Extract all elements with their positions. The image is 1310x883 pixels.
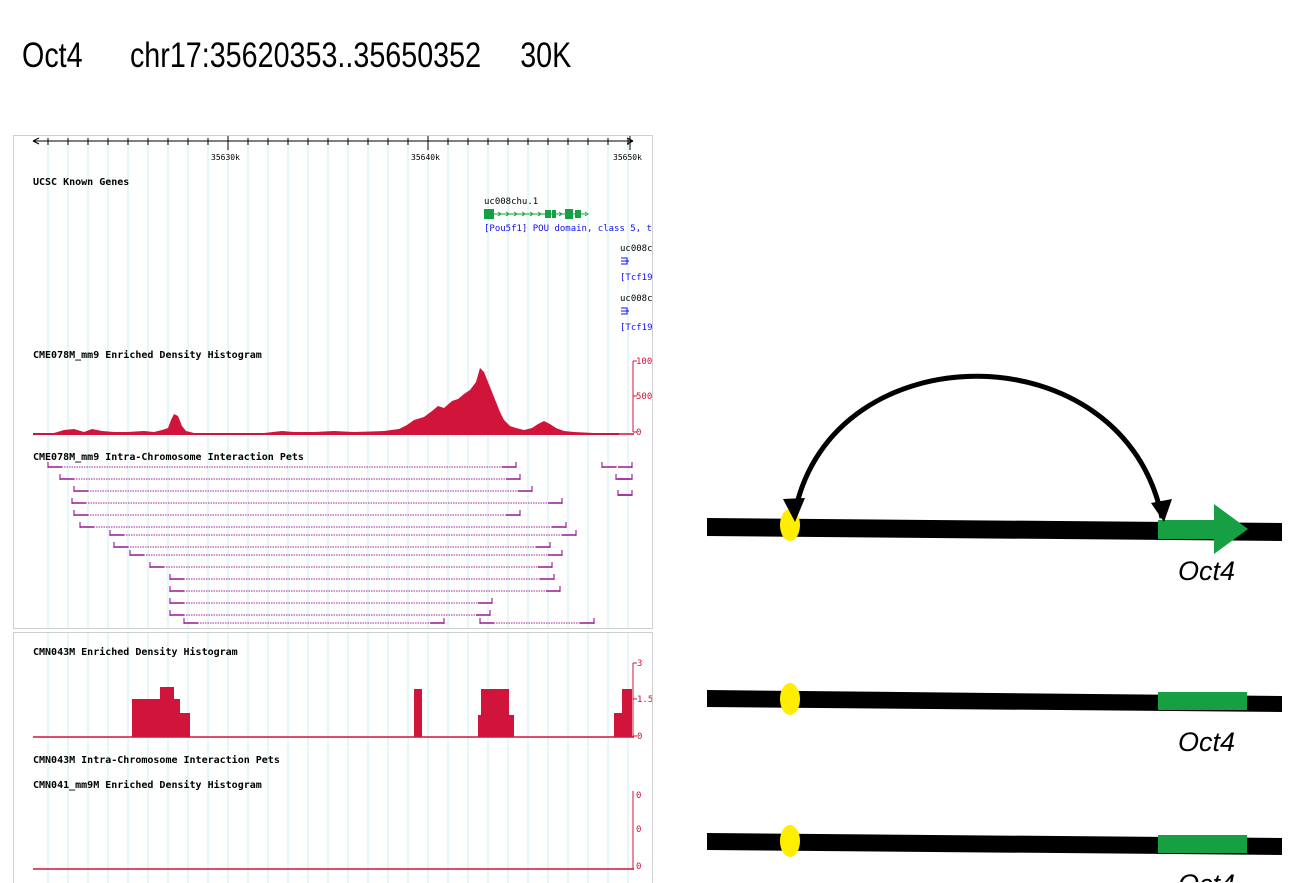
cmn043m-density-histogram: 3 1.5 0 <box>33 659 652 742</box>
oct4-gene-arrow-body <box>1158 520 1216 539</box>
cmn043m-scale-mid: 1.5 <box>637 695 652 705</box>
browser-top-svg: 35630k 35640k 35650k UCSC Known Genes uc… <box>32 136 652 628</box>
cmn041-density-histogram: 0 0 0 <box>33 791 641 872</box>
gene-desc-pou5f1: [Pou5f1] POU domain, class 5, transcr <box>484 224 652 234</box>
schematic-row-loop: Oct4 <box>707 373 1282 586</box>
chromatin-line-2 <box>707 690 1282 712</box>
track-label-cme078m-histogram: CME078M_mm9 Enriched Density Histogram <box>33 349 262 361</box>
vertical-gridlines <box>47 633 629 883</box>
title-coordinates: chr17:35620353..35650352 <box>129 36 482 75</box>
genome-browser-top-panel: 35630k 35640k 35650k UCSC Known Genes uc… <box>13 135 653 629</box>
position-ruler: 35630k 35640k 35650k <box>32 136 642 162</box>
chromatin-line-3 <box>707 833 1282 855</box>
gene-name-tcf19-a: uc008ch <box>620 244 652 254</box>
gene-model-tcf19-b[interactable]: uc008ch [Tcf19] <box>620 294 652 333</box>
oct4-label-3: Oct4 <box>1178 869 1235 882</box>
cmn043m-scale-max: 3 <box>637 659 642 669</box>
cme078m-scale-max: 1000 <box>636 357 652 367</box>
cme078m-scale-mid: 500 <box>636 392 652 402</box>
ruler-tick-35640k: 35640k <box>411 153 440 162</box>
cmn041-scale-zero: 0 <box>636 862 641 872</box>
browser-bottom-svg: CMN043M Enriched Density Histogram 3 1.5… <box>33 633 652 883</box>
oct4-gene-2 <box>1158 692 1247 710</box>
cmn041-scale-top: 0 <box>636 791 641 801</box>
track-label-cmn041-histogram: CMN041_mm9M Enriched Density Histogram <box>33 779 262 791</box>
oct4-gene-arrow-head <box>1214 504 1248 554</box>
gene-model-tcf19-a[interactable]: uc008ch [Tcf19] <box>620 244 652 283</box>
cme078m-density-histogram: 1000 500 0 <box>33 357 652 438</box>
gene-desc-tcf19-b: [Tcf19] <box>620 323 652 333</box>
ruler-tick-35630k: 35630k <box>211 153 240 162</box>
chromatin-loop-arc <box>792 373 1165 519</box>
oct4-gene-3 <box>1158 835 1247 853</box>
vertical-gridlines <box>47 136 629 628</box>
chromatin-line-1 <box>707 518 1282 541</box>
oct4-label-1: Oct4 <box>1178 556 1235 586</box>
ruler-tick-35650k: 35650k <box>613 153 642 162</box>
loop-arrowhead-left <box>783 498 805 522</box>
loop-arrowhead-right <box>1151 499 1172 522</box>
enhancer-dot-3 <box>780 825 800 857</box>
enhancer-dot-2 <box>780 683 800 715</box>
title-gene: Oct4 <box>22 36 83 75</box>
track-label-cmn043m-pets: CMN043M Intra-Chromosome Interaction Pet… <box>33 754 280 766</box>
track-label-known-genes: UCSC Known Genes <box>33 177 129 188</box>
enhancer-dot-1 <box>780 509 800 541</box>
cmn041-scale-mid: 0 <box>636 825 641 835</box>
schematic-row-3: Oct4 <box>707 825 1282 882</box>
gene-name-pou5f1: uc008chu.1 <box>484 197 538 207</box>
cme078m-interaction-pets <box>47 462 633 624</box>
gene-desc-tcf19-a: [Tcf19] <box>620 273 652 283</box>
track-label-cmn043m-histogram: CMN043M Enriched Density Histogram <box>33 646 238 658</box>
schematic-row-2: Oct4 <box>707 683 1282 757</box>
title-span: 30K <box>520 36 572 75</box>
cme078m-scale-zero: 0 <box>636 428 641 438</box>
cmn043m-scale-zero: 0 <box>637 732 642 742</box>
gene-name-tcf19-b: uc008ch <box>620 294 652 304</box>
track-label-cme078m-pets: CME078M_mm9 Intra-Chromosome Interaction… <box>33 451 304 463</box>
oct4-label-2: Oct4 <box>1178 727 1235 757</box>
genome-browser-bottom-panel: CMN043M Enriched Density Histogram 3 1.5… <box>13 632 653 883</box>
figure-title: Oct4 chr17:35620353..35650352 30K <box>22 36 571 86</box>
gene-model-pou5f1[interactable]: uc008chu.1 [Pou5f1] POU domain, class 5,… <box>484 197 652 234</box>
